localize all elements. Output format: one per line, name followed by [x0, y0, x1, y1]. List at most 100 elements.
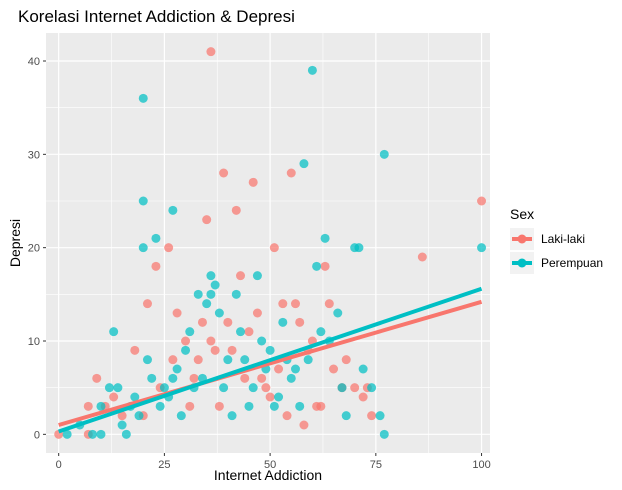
data-point: [227, 411, 237, 421]
data-point: [290, 364, 300, 374]
legend-label: Perempuan: [541, 256, 603, 270]
data-point: [227, 345, 237, 355]
y-axis-ticks: 0 10 20 30 40: [28, 56, 46, 441]
y-axis-label: Depresi: [7, 219, 23, 267]
data-point: [269, 401, 279, 411]
data-point: [142, 299, 152, 309]
legend-key-point: [517, 234, 527, 244]
data-point: [236, 271, 246, 281]
data-point: [189, 373, 199, 383]
data-point: [244, 401, 254, 411]
data-point: [358, 364, 368, 374]
data-point: [109, 327, 119, 337]
y-tick-label: 20: [28, 243, 40, 255]
data-point: [185, 401, 195, 411]
data-point: [274, 364, 284, 374]
data-point: [303, 355, 313, 365]
data-point: [379, 149, 389, 159]
data-point: [206, 289, 216, 299]
y-tick-label: 0: [34, 429, 40, 441]
y-tick-label: 30: [28, 149, 40, 161]
x-tick-label: 25: [158, 459, 170, 471]
data-point: [117, 411, 127, 421]
data-point: [257, 373, 267, 383]
data-point: [168, 205, 178, 215]
legend-key-point: [517, 258, 527, 268]
data-point: [193, 355, 203, 365]
x-tick-label: 0: [56, 459, 62, 471]
data-point: [214, 401, 224, 411]
data-point: [181, 336, 191, 346]
data-point: [121, 429, 131, 439]
y-tick-label: 40: [28, 56, 40, 68]
data-point: [206, 336, 216, 346]
data-point: [202, 215, 212, 225]
trend-line: [58, 286, 483, 434]
data-point: [341, 355, 351, 365]
trend-line: [58, 299, 483, 427]
x-tick-label: 75: [370, 459, 382, 471]
data-point: [316, 327, 326, 337]
data-point: [96, 401, 106, 411]
data-point: [147, 373, 157, 383]
data-point: [155, 401, 165, 411]
data-point: [265, 392, 275, 402]
data-point: [151, 233, 161, 243]
data-point: [151, 261, 161, 271]
data-point: [252, 308, 262, 318]
data-point: [142, 355, 152, 365]
data-point: [375, 411, 385, 421]
x-tick-label: 100: [472, 459, 490, 471]
data-point: [320, 233, 330, 243]
data-point: [168, 355, 178, 365]
data-point: [333, 308, 343, 318]
data-point: [341, 411, 351, 421]
data-point: [138, 243, 148, 253]
data-point: [417, 252, 427, 262]
chart-title: Korelasi Internet Addiction & Depresi: [18, 7, 295, 26]
data-point: [278, 317, 288, 327]
data-point: [231, 205, 241, 215]
data-point: [261, 383, 271, 393]
data-point: [337, 383, 347, 393]
data-point: [248, 383, 258, 393]
data-point: [240, 355, 250, 365]
data-point: [130, 392, 140, 402]
data-point: [265, 345, 275, 355]
data-point: [172, 364, 182, 374]
data-point: [88, 429, 98, 439]
data-point: [172, 308, 182, 318]
data-point: [181, 345, 191, 355]
data-point: [248, 177, 258, 187]
x-axis-label: Internet Addiction: [214, 467, 322, 483]
data-point: [206, 47, 216, 57]
data-point: [257, 336, 267, 346]
data-point: [299, 159, 309, 169]
data-point: [185, 327, 195, 337]
data-point: [62, 429, 72, 439]
data-point: [269, 243, 279, 253]
data-point: [379, 429, 389, 439]
data-point: [197, 317, 207, 327]
data-point: [138, 93, 148, 103]
data-point: [231, 289, 241, 299]
data-point: [83, 401, 93, 411]
data-point: [299, 420, 309, 430]
y-tick-label: 10: [28, 336, 40, 348]
data-point: [307, 65, 317, 75]
data-point: [138, 196, 148, 206]
data-point: [367, 383, 377, 393]
data-point: [214, 308, 224, 318]
data-point: [316, 401, 326, 411]
data-point: [278, 299, 288, 309]
data-point: [236, 327, 246, 337]
legend: Sex Laki-laki Perempuan: [510, 206, 603, 274]
data-point: [193, 289, 203, 299]
legend-label: Laki-laki: [541, 232, 585, 246]
data-point: [134, 411, 144, 421]
data-point: [324, 299, 334, 309]
legend-title: Sex: [510, 206, 534, 222]
data-point: [130, 345, 140, 355]
grid-lines: [46, 33, 490, 453]
